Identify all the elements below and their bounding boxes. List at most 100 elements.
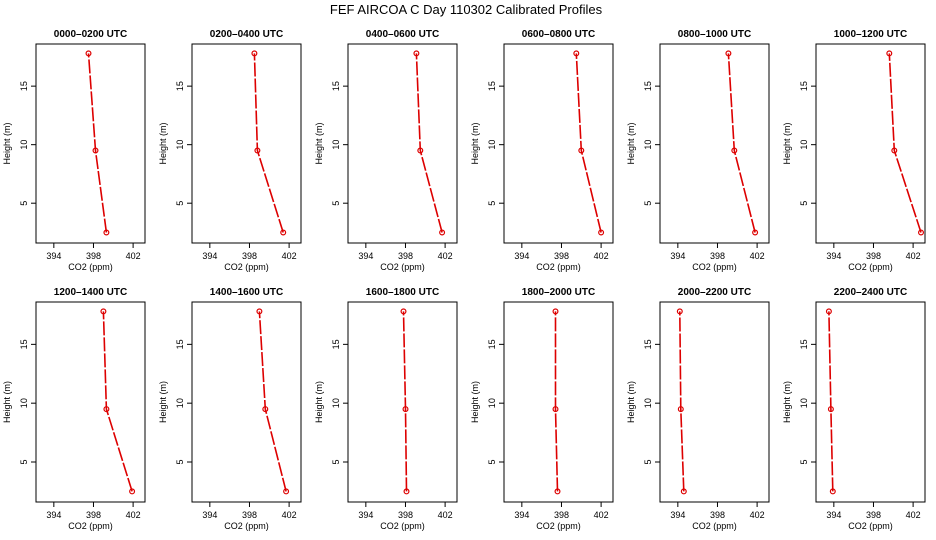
- profile-point: [400, 308, 407, 315]
- y-tick-label: 5: [331, 201, 341, 206]
- profile-panel: 0400–0600 UTC 394 398 402 5 10 15 CO2 (ppm) Heig…: [314, 29, 458, 272]
- profile-point: [731, 147, 738, 154]
- profile-panel: 1600–1800 UTC 394 398 402 5 10 15 CO2 (ppm) Heig…: [314, 287, 458, 531]
- x-tick-label: 402: [282, 251, 297, 261]
- x-tick-label: 398: [710, 510, 725, 520]
- y-axis-label: Height (m): [158, 381, 168, 423]
- x-tick-label: 394: [202, 510, 217, 520]
- profile-point: [578, 147, 585, 154]
- profile-point: [552, 406, 559, 413]
- profile-panel: 0600–0800 UTC 394 398 402 5 10 15 CO2 (ppm) Heig…: [470, 29, 614, 272]
- plot-frame: [347, 301, 458, 503]
- x-tick-label: 394: [514, 510, 529, 520]
- profile-point: [439, 229, 446, 236]
- profile-point: [917, 229, 924, 236]
- profile-point: [752, 229, 759, 236]
- profile-point: [725, 50, 732, 57]
- y-axis-label: Height (m): [626, 381, 636, 423]
- y-tick-label: 15: [331, 339, 341, 349]
- plot-frame: [503, 301, 614, 503]
- x-axis-label: CO2 (ppm): [380, 262, 425, 272]
- y-axis-label: Height (m): [626, 122, 636, 164]
- plot-frame: [35, 43, 146, 244]
- x-tick-label: 402: [594, 510, 609, 520]
- x-tick-label: 398: [86, 251, 101, 261]
- plot-frame: [347, 43, 458, 244]
- panel-title: 0400–0600 UTC: [366, 29, 439, 40]
- y-tick-label: 5: [643, 459, 653, 464]
- x-tick-label: 402: [438, 251, 453, 261]
- y-axis-label: Height (m): [782, 122, 792, 164]
- x-tick-label: 394: [202, 251, 217, 261]
- profile-line: [575, 53, 602, 233]
- x-tick-label: 394: [46, 510, 61, 520]
- panel-title: 0200–0400 UTC: [210, 29, 283, 40]
- y-tick-label: 15: [799, 339, 809, 349]
- profile-panel: 0200–0400 UTC 394 398 402 5 10 15 CO2 (ppm) Heig…: [158, 29, 302, 272]
- y-tick-label: 10: [487, 398, 497, 408]
- panel-title: 2000–2200 UTC: [678, 287, 751, 298]
- x-tick-label: 398: [866, 251, 881, 261]
- profile-panel: 1800–2000 UTC 394 398 402 5 10 15 CO2 (ppm) Heig…: [470, 287, 614, 531]
- y-tick-label: 15: [643, 339, 653, 349]
- x-tick-label: 402: [126, 251, 141, 261]
- x-tick-label: 394: [358, 510, 373, 520]
- profile-point: [85, 50, 92, 57]
- y-axis-label: Height (m): [2, 122, 12, 164]
- x-tick-label: 394: [826, 251, 841, 261]
- y-tick-label: 5: [19, 459, 29, 464]
- profile-panel: 1000–1200 UTC 394 398 402 5 10 15 CO2 (ppm) Heig…: [782, 29, 926, 272]
- profile-point: [256, 308, 263, 315]
- profile-point: [413, 50, 420, 57]
- y-tick-label: 10: [19, 398, 29, 408]
- y-tick-label: 5: [487, 459, 497, 464]
- y-tick-label: 10: [331, 140, 341, 150]
- x-axis-label: CO2 (ppm): [536, 262, 581, 272]
- y-tick-label: 10: [799, 140, 809, 150]
- x-axis-label: CO2 (ppm): [536, 521, 581, 531]
- x-tick-label: 402: [906, 510, 921, 520]
- profile-point: [829, 488, 836, 495]
- x-tick-label: 394: [670, 510, 685, 520]
- y-tick-label: 5: [175, 201, 185, 206]
- profile-panel: 1200–1400 UTC 394 398 402 5 10 15 CO2 (ppm) Heig…: [2, 287, 146, 531]
- plot-frame: [659, 301, 770, 503]
- y-tick-label: 5: [487, 201, 497, 206]
- profile-panel: 0000–0200 UTC 394 398 402 5 10 15 CO2 (ppm) Heig…: [2, 29, 146, 272]
- x-tick-label: 398: [242, 510, 257, 520]
- panels-grid: 0000–0200 UTC 394 398 402 5 10 15 CO2 (ppm) Heig…: [2, 29, 926, 531]
- y-tick-label: 10: [799, 398, 809, 408]
- profile-line: [828, 311, 834, 492]
- profile-panel: 2000–2200 UTC 394 398 402 5 10 15 CO2 (ppm) Heig…: [626, 287, 770, 531]
- panel-title: 0000–0200 UTC: [54, 29, 127, 40]
- y-tick-label: 15: [175, 81, 185, 91]
- profile-point: [676, 308, 683, 315]
- y-tick-label: 5: [799, 459, 809, 464]
- profile-point: [573, 50, 580, 57]
- y-axis-label: Height (m): [470, 122, 480, 164]
- x-tick-label: 402: [906, 251, 921, 261]
- y-axis-label: Height (m): [470, 381, 480, 423]
- x-axis-label: CO2 (ppm): [224, 521, 269, 531]
- panel-title: 1800–2000 UTC: [522, 287, 595, 298]
- x-axis-label: CO2 (ppm): [224, 262, 269, 272]
- profile-point: [827, 406, 834, 413]
- y-tick-label: 10: [175, 140, 185, 150]
- x-axis-label: CO2 (ppm): [380, 521, 425, 531]
- plot-frame: [815, 301, 926, 503]
- x-tick-label: 402: [126, 510, 141, 520]
- profile-line: [888, 53, 922, 233]
- profile-line: [402, 311, 408, 492]
- profile-point: [677, 406, 684, 413]
- y-axis-label: Height (m): [782, 381, 792, 423]
- y-tick-label: 5: [799, 201, 809, 206]
- profile-point: [100, 308, 107, 315]
- y-tick-label: 15: [19, 81, 29, 91]
- plot-frame: [191, 43, 302, 244]
- y-tick-label: 15: [643, 81, 653, 91]
- profile-line: [415, 53, 443, 233]
- profile-line: [679, 311, 685, 492]
- profile-point: [262, 406, 269, 413]
- y-axis-label: Height (m): [2, 381, 12, 423]
- panel-title: 2200–2400 UTC: [834, 287, 907, 298]
